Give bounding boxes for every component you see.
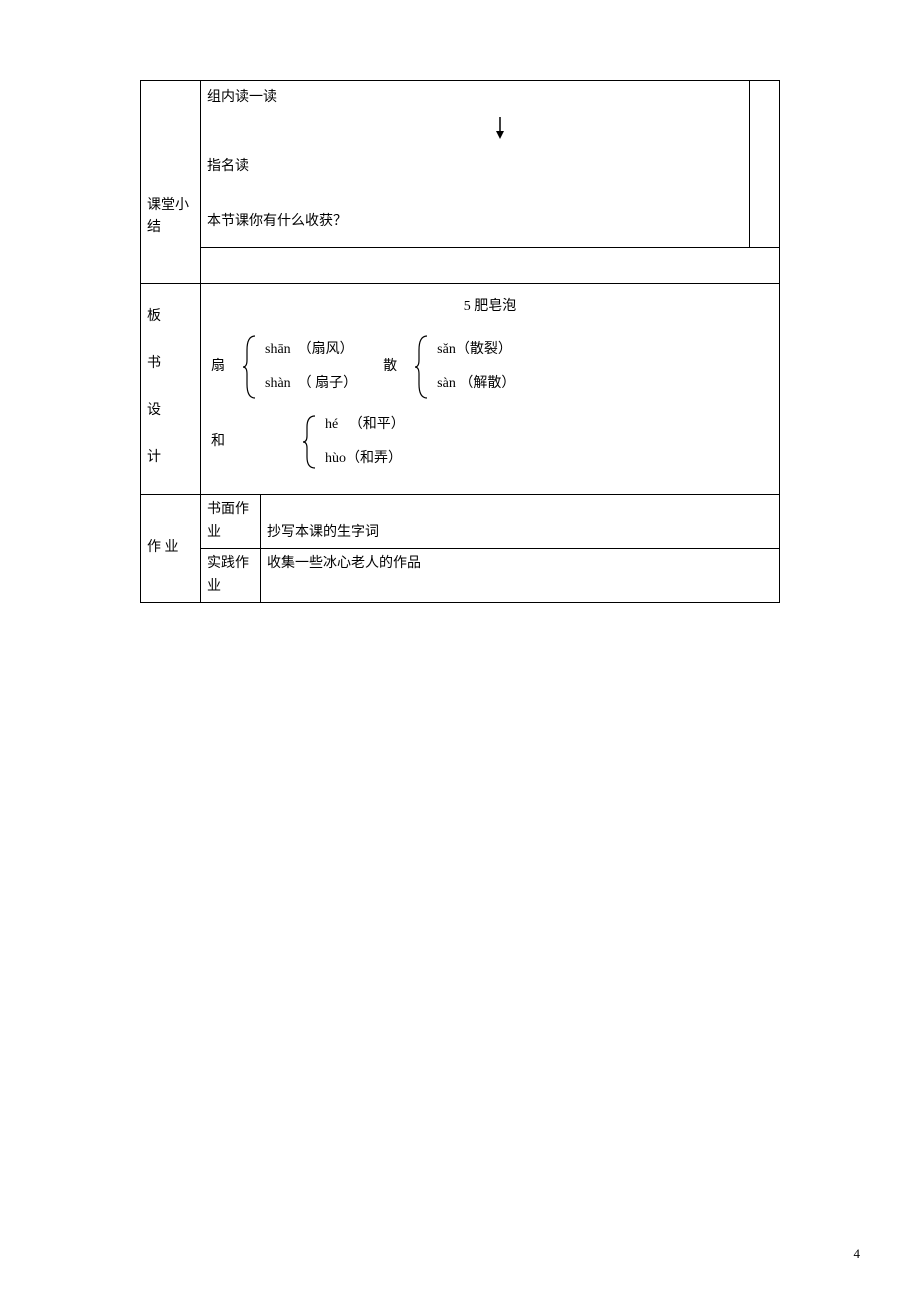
- he-char: 和: [211, 431, 241, 453]
- bracket-icon: [413, 332, 433, 402]
- reading-line1: 组内读一读: [207, 87, 743, 109]
- written-hw-content: 抄写本课的生字词: [261, 495, 780, 549]
- written-hw-label: 书面作业: [201, 495, 261, 549]
- board-label-2: 书: [147, 353, 194, 375]
- board-content-cell: 5 肥皂泡 扇 shān （扇风） shàn （ 扇子） 散: [201, 283, 780, 494]
- shan-char: 扇: [211, 356, 241, 378]
- homework-label: 作 业: [141, 495, 201, 603]
- reading-cell: 组内读一读 指名读 本节课你有什么收获？: [201, 81, 750, 248]
- he1: hé （和平）: [325, 414, 405, 436]
- board-label-4: 计: [147, 447, 194, 469]
- board-title: 5 肥皂泡: [211, 296, 769, 318]
- board-row: 板 书 设 计 5 肥皂泡 扇 shān （扇风） shàn （ 扇子）: [141, 283, 780, 494]
- reading-row: 课堂小结 组内读一读 指名读 本节课你有什么收获？: [141, 81, 780, 248]
- shan-san-row: 扇 shān （扇风） shàn （ 扇子） 散 sǎn（散裂） sàn: [211, 332, 769, 402]
- reading-line2: 指名读: [207, 156, 743, 178]
- homework-row-1: 作 业 书面作业 抄写本课的生字词: [141, 495, 780, 549]
- lesson-table: 课堂小结 组内读一读 指名读 本节课你有什么收获？ 板: [140, 80, 780, 603]
- page-number: 4: [854, 1246, 861, 1262]
- summary-spacer-row: [141, 247, 780, 283]
- down-arrow-icon: [257, 117, 743, 148]
- shan-items: shān （扇风） shàn （ 扇子）: [265, 339, 357, 396]
- board-label-1: 板: [147, 306, 194, 328]
- summary-label-cell: 课堂小结: [141, 81, 201, 284]
- board-label-cell: 板 书 设 计: [141, 283, 201, 494]
- he-row: 和 hé （和平） hùo（和弄）: [211, 412, 769, 472]
- shan1: shān （扇风）: [265, 339, 357, 361]
- san2: sàn （解散）: [437, 373, 515, 395]
- he2: hùo（和弄）: [325, 448, 405, 470]
- san-items: sǎn（散裂） sàn （解散）: [437, 339, 515, 396]
- practice-hw-content: 收集一些冰心老人的作品: [261, 549, 780, 603]
- summary-label: 课堂小结: [147, 198, 189, 235]
- summary-spacer: [201, 247, 780, 283]
- practice-hw-label: 实践作业: [201, 549, 261, 603]
- bracket-icon: [241, 332, 261, 402]
- san1: sǎn（散裂）: [437, 339, 515, 361]
- san-char: 散: [383, 356, 413, 378]
- right-margin-cell: [750, 81, 780, 248]
- he-items: hé （和平） hùo（和弄）: [325, 414, 405, 471]
- homework-row-2: 实践作业 收集一些冰心老人的作品: [141, 549, 780, 603]
- board-label-3: 设: [147, 400, 194, 422]
- shan2: shàn （ 扇子）: [265, 373, 357, 395]
- summary-question: 本节课你有什么收获？: [207, 211, 743, 233]
- bracket-icon: [301, 412, 321, 472]
